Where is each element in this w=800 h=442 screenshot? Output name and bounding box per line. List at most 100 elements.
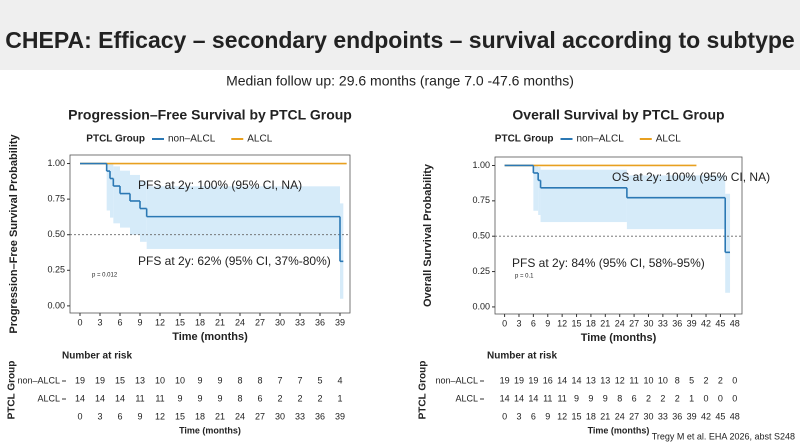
- x-tick-label: 18: [195, 317, 205, 327]
- risk-count: 9: [574, 393, 579, 403]
- risk-count: 14: [528, 393, 538, 403]
- risk-count: 9: [197, 375, 202, 385]
- legend-label: ALCL: [656, 134, 681, 145]
- x-tick-label: 3: [97, 317, 102, 327]
- risk-time-label: 21: [600, 411, 610, 421]
- risk-count: 6: [632, 393, 637, 403]
- risk-count: 4: [337, 375, 342, 385]
- risk-time-label: 27: [629, 411, 639, 421]
- risk-count: 0: [732, 393, 737, 403]
- risk-time-label: 12: [557, 411, 567, 421]
- legend-label: non–ALCL: [577, 134, 625, 145]
- y-tick-label: 0.25: [47, 265, 65, 275]
- risk-count: 1: [689, 393, 694, 403]
- ci-band: [140, 180, 147, 242]
- risk-count: 15: [115, 375, 125, 385]
- y-tick-label: 0.00: [47, 300, 65, 310]
- y-tick-label: 1.00: [47, 158, 65, 168]
- annotation: PFS at 2y: 62% (95% CI, 37%-80%): [138, 254, 331, 268]
- risk-time-label: 18: [195, 411, 205, 421]
- risk-count: 19: [514, 375, 524, 385]
- y-tick-label: 0.50: [47, 229, 65, 239]
- x-tick-label: 33: [658, 318, 668, 328]
- risk-count: 14: [95, 393, 105, 403]
- risk-count: 2: [660, 393, 665, 403]
- risk-time-label: 9: [137, 411, 142, 421]
- risk-count: 8: [237, 393, 242, 403]
- risk-count: 10: [155, 375, 165, 385]
- y-tick-label: 0.25: [472, 266, 490, 276]
- slide-title: CHEPA: Efficacy – secondary endpoints – …: [5, 27, 794, 53]
- y-axis-title: Overall Survival Probability: [422, 163, 434, 307]
- risk-time-label: 36: [672, 411, 682, 421]
- risk-y-title: PTCL Group: [7, 361, 18, 420]
- x-tick-label: 0: [502, 318, 507, 328]
- risk-count: 2: [704, 375, 709, 385]
- x-tick-label: 33: [295, 317, 305, 327]
- risk-time-label: 3: [516, 411, 521, 421]
- risk-time-label: 6: [531, 411, 536, 421]
- risk-table-title: Number at risk: [487, 351, 557, 362]
- risk-time-label: 3: [97, 411, 102, 421]
- annotation: PFS at 2y: 100% (95% CI, NA): [138, 178, 302, 192]
- x-tick-label: 30: [275, 317, 285, 327]
- risk-time-label: 21: [215, 411, 225, 421]
- risk-row-label: non–ALCL: [17, 375, 60, 385]
- risk-count: 9: [603, 393, 608, 403]
- risk-count: 9: [177, 393, 182, 403]
- risk-count: 7: [277, 375, 282, 385]
- risk-count: 8: [257, 375, 262, 385]
- y-tick-label: 0.75: [472, 195, 490, 205]
- risk-count: 1: [337, 393, 342, 403]
- risk-time-label: 45: [715, 411, 725, 421]
- y-tick-label: 0.75: [47, 194, 65, 204]
- risk-count: 14: [557, 375, 567, 385]
- risk-time-label: 33: [295, 411, 305, 421]
- legend-label: non–ALCL: [168, 134, 216, 145]
- risk-count: 14: [115, 393, 125, 403]
- risk-count: 13: [600, 375, 610, 385]
- risk-time-label: 36: [315, 411, 325, 421]
- risk-time-label: 48: [730, 411, 740, 421]
- ci-band: [540, 169, 627, 223]
- ci-band: [130, 174, 140, 235]
- risk-count: 11: [557, 393, 566, 403]
- x-tick-label: 24: [235, 317, 245, 327]
- y-axis-title: Progression–Free Survival Probability: [8, 133, 20, 333]
- x-tick-label: 36: [672, 318, 682, 328]
- y-tick-label: 1.00: [472, 160, 490, 170]
- x-tick-label: 9: [545, 318, 550, 328]
- risk-count: 2: [297, 393, 302, 403]
- x-tick-label: 24: [615, 318, 625, 328]
- risk-count: 13: [586, 375, 596, 385]
- x-tick-label: 12: [155, 317, 165, 327]
- risk-row-label: ALCL: [455, 393, 478, 403]
- risk-time-label: 24: [235, 411, 245, 421]
- risk-count: 11: [629, 375, 638, 385]
- risk-count: 0: [732, 375, 737, 385]
- risk-time-label: 18: [586, 411, 596, 421]
- risk-time-label: 0: [502, 411, 507, 421]
- risk-time-label: 24: [615, 411, 625, 421]
- ci-band: [113, 166, 120, 224]
- risk-time-label: 30: [643, 411, 653, 421]
- risk-count: 14: [500, 393, 510, 403]
- risk-count: 2: [718, 375, 723, 385]
- x-tick-label: 6: [531, 318, 536, 328]
- x-tick-label: 45: [715, 318, 725, 328]
- risk-time-label: 27: [255, 411, 265, 421]
- risk-count: 0: [704, 393, 709, 403]
- annotation: PFS at 2y: 84% (95% CI, 58%-95%): [512, 256, 705, 270]
- risk-count: 6: [257, 393, 262, 403]
- risk-x-title: Time (months): [588, 425, 650, 435]
- risk-count: 19: [500, 375, 510, 385]
- risk-count: 9: [197, 393, 202, 403]
- y-tick-label: 0.50: [472, 231, 490, 241]
- risk-time-label: 12: [155, 411, 165, 421]
- risk-time-label: 9: [545, 411, 550, 421]
- risk-time-label: 39: [335, 411, 345, 421]
- x-tick-label: 42: [701, 318, 711, 328]
- x-tick-label: 48: [730, 318, 740, 328]
- risk-count: 10: [175, 375, 185, 385]
- risk-count: 5: [689, 375, 694, 385]
